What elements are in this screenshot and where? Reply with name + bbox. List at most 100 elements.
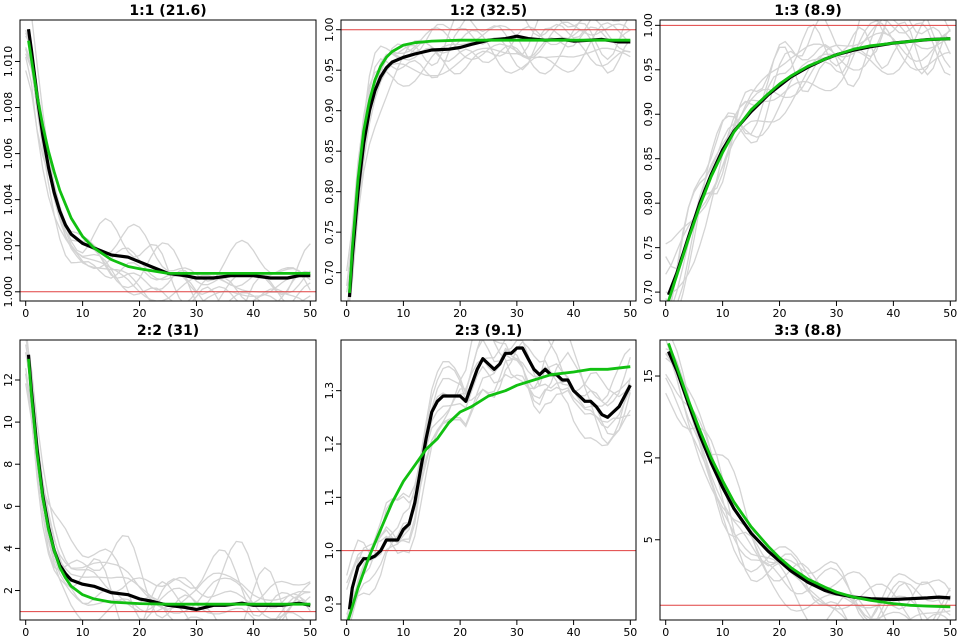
x-tick-label: 30 xyxy=(829,307,843,320)
y-tick-label: 8 xyxy=(2,461,15,468)
y-tick-label: 1.2 xyxy=(323,435,336,453)
x-tick-label: 50 xyxy=(623,626,637,639)
fit-series-line xyxy=(667,37,951,301)
mean-series-line xyxy=(26,28,311,280)
sample-trace xyxy=(25,368,311,620)
plot-area xyxy=(660,20,956,301)
panel-4: 2:2 (31) 0 10 20 30 40 50 2 4 6 8 10 12 xyxy=(2,323,317,639)
y-tick-label: 0.80 xyxy=(642,191,655,216)
y-tick-label: 1.000 xyxy=(2,276,15,308)
sample-trace xyxy=(665,20,951,294)
x-tick-label: 50 xyxy=(303,626,317,639)
sample-trace xyxy=(346,340,631,590)
sample-trace xyxy=(25,53,311,301)
sample-trace xyxy=(25,56,311,301)
y-tick-label: 0.75 xyxy=(642,235,655,260)
x-tick-label: 30 xyxy=(510,307,524,320)
sample-trace xyxy=(671,340,951,620)
x-tick-label: 0 xyxy=(22,626,29,639)
x-tick-label: 40 xyxy=(567,626,581,639)
y-tick-label: 2 xyxy=(2,587,15,594)
y-tick-label: 0.70 xyxy=(323,260,336,285)
y-tick-label: 1.0 xyxy=(323,542,336,560)
plot-frame xyxy=(659,339,957,621)
plot-area xyxy=(20,20,316,301)
plot-area xyxy=(20,340,316,620)
y-tick-label: 6 xyxy=(2,503,15,510)
plot-frame xyxy=(340,19,637,302)
y-tick-label: 0.85 xyxy=(323,139,336,164)
x-tick-label: 30 xyxy=(829,626,843,639)
panel-title: 2:2 (31) xyxy=(137,323,199,339)
sample-trace xyxy=(25,340,311,604)
sample-trace xyxy=(347,22,631,301)
sample-trace xyxy=(348,21,631,301)
sample-trace xyxy=(25,47,311,301)
x-tick-label: 0 xyxy=(343,626,350,639)
y-tick-label: 0.9 xyxy=(323,595,336,613)
sample-trace xyxy=(346,26,631,293)
sample-trace xyxy=(346,348,631,615)
fit-series-line xyxy=(27,40,311,275)
x-tick-label: 40 xyxy=(246,626,260,639)
y-tick-label: 10 xyxy=(2,415,15,429)
x-tick-label: 20 xyxy=(773,307,787,320)
x-tick-label: 30 xyxy=(189,626,203,639)
fit-series-line xyxy=(348,38,631,293)
panel-title: 1:2 (32.5) xyxy=(450,3,527,19)
sample-trace xyxy=(665,353,951,620)
x-tick-label: 40 xyxy=(886,307,900,320)
sample-trace xyxy=(25,48,311,301)
sample-trace xyxy=(665,20,951,245)
sample-trace xyxy=(25,373,311,620)
y-tick-label: 0.95 xyxy=(323,58,336,83)
panel-title: 1:3 (8.9) xyxy=(774,3,842,19)
y-tick-label: 0.85 xyxy=(642,146,655,171)
y-tick-label: 12 xyxy=(2,373,15,387)
y-tick-label: 1.010 xyxy=(2,46,15,78)
panel-1: 1:1 (21.6) 0 10 20 30 40 50 1.000 1.002 1.004 1.00… xyxy=(2,3,317,320)
y-tick-label: 15 xyxy=(642,369,655,383)
sample-trace xyxy=(346,340,631,584)
x-tick-label: 0 xyxy=(662,307,669,320)
x-tick-label: 10 xyxy=(76,307,90,320)
x-tick-label: 50 xyxy=(303,307,317,320)
x-tick-label: 20 xyxy=(133,626,147,639)
fit-series-line xyxy=(346,365,631,620)
fit-series-line xyxy=(27,358,311,606)
x-tick-label: 40 xyxy=(567,307,581,320)
x-tick-label: 10 xyxy=(396,307,410,320)
sample-trace xyxy=(673,29,951,301)
x-tick-label: 20 xyxy=(773,626,787,639)
x-tick-label: 10 xyxy=(716,626,730,639)
panel-title: 1:1 (21.6) xyxy=(129,3,206,19)
sample-trace xyxy=(26,340,311,619)
y-tick-label: 0.90 xyxy=(323,98,336,123)
sample-trace xyxy=(680,20,951,301)
y-tick-label: 1.008 xyxy=(2,92,15,124)
sample-trace xyxy=(25,352,311,620)
sample-trace xyxy=(665,392,923,620)
sample-trace xyxy=(25,344,311,610)
fit-series-line xyxy=(667,342,951,609)
x-tick-label: 30 xyxy=(510,626,524,639)
sample-trace xyxy=(348,347,631,620)
x-tick-label: 50 xyxy=(623,307,637,320)
y-tick-label: 0.80 xyxy=(323,179,336,204)
sample-trace xyxy=(665,340,951,620)
x-tick-label: 40 xyxy=(886,626,900,639)
sample-trace xyxy=(346,20,631,286)
sample-trace xyxy=(25,29,305,301)
y-tick-label: 1.1 xyxy=(323,489,336,507)
sample-trace xyxy=(670,20,951,301)
mean-series-line xyxy=(347,34,631,298)
sample-trace xyxy=(665,20,951,275)
mean-series-line xyxy=(26,354,311,612)
plot-area xyxy=(341,20,636,301)
x-tick-label: 0 xyxy=(662,626,669,639)
plot-frame xyxy=(19,339,317,621)
sample-trace xyxy=(349,47,631,301)
panel-3: 1:3 (8.9) 0 10 20 30 40 50 0.70 0.75 0.80 0.85 0.90… xyxy=(642,3,957,320)
x-tick-label: 40 xyxy=(246,307,260,320)
